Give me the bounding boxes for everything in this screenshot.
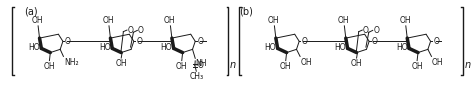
Text: n: n — [465, 60, 471, 70]
Text: OH: OH — [432, 58, 444, 67]
Text: OH: OH — [115, 59, 127, 68]
Text: HO: HO — [335, 43, 346, 52]
Text: O: O — [433, 37, 439, 46]
Text: NH₂: NH₂ — [64, 58, 78, 67]
Text: O: O — [128, 26, 133, 35]
Text: O: O — [138, 26, 144, 35]
Text: OH: OH — [301, 58, 312, 67]
Text: OH: OH — [411, 62, 423, 71]
Text: O: O — [373, 26, 379, 35]
Text: OH: OH — [102, 16, 114, 25]
Text: n: n — [230, 60, 236, 70]
Text: OH: OH — [280, 62, 292, 71]
Text: OH: OH — [338, 16, 349, 25]
Text: OH: OH — [351, 59, 363, 68]
Text: (b): (b) — [239, 7, 253, 17]
Text: CH₃: CH₃ — [189, 72, 203, 82]
Text: HO: HO — [99, 43, 111, 52]
Text: OH: OH — [176, 62, 188, 71]
Text: NH: NH — [195, 59, 207, 68]
Text: OH: OH — [268, 16, 280, 25]
Text: O: O — [137, 37, 142, 46]
Text: HO: HO — [264, 43, 276, 52]
Text: O: O — [197, 61, 203, 70]
Text: O: O — [198, 37, 204, 46]
Text: HO: HO — [28, 43, 40, 52]
Text: HO: HO — [161, 43, 172, 52]
Text: OH: OH — [399, 16, 411, 25]
Text: OH: OH — [164, 16, 175, 25]
Text: O: O — [65, 37, 71, 46]
Text: O: O — [372, 37, 378, 46]
Text: OH: OH — [44, 62, 55, 71]
Text: O: O — [301, 37, 307, 46]
Text: OH: OH — [32, 16, 43, 25]
Text: (a): (a) — [24, 7, 38, 17]
Text: HO: HO — [396, 43, 408, 52]
Text: O: O — [363, 26, 369, 35]
